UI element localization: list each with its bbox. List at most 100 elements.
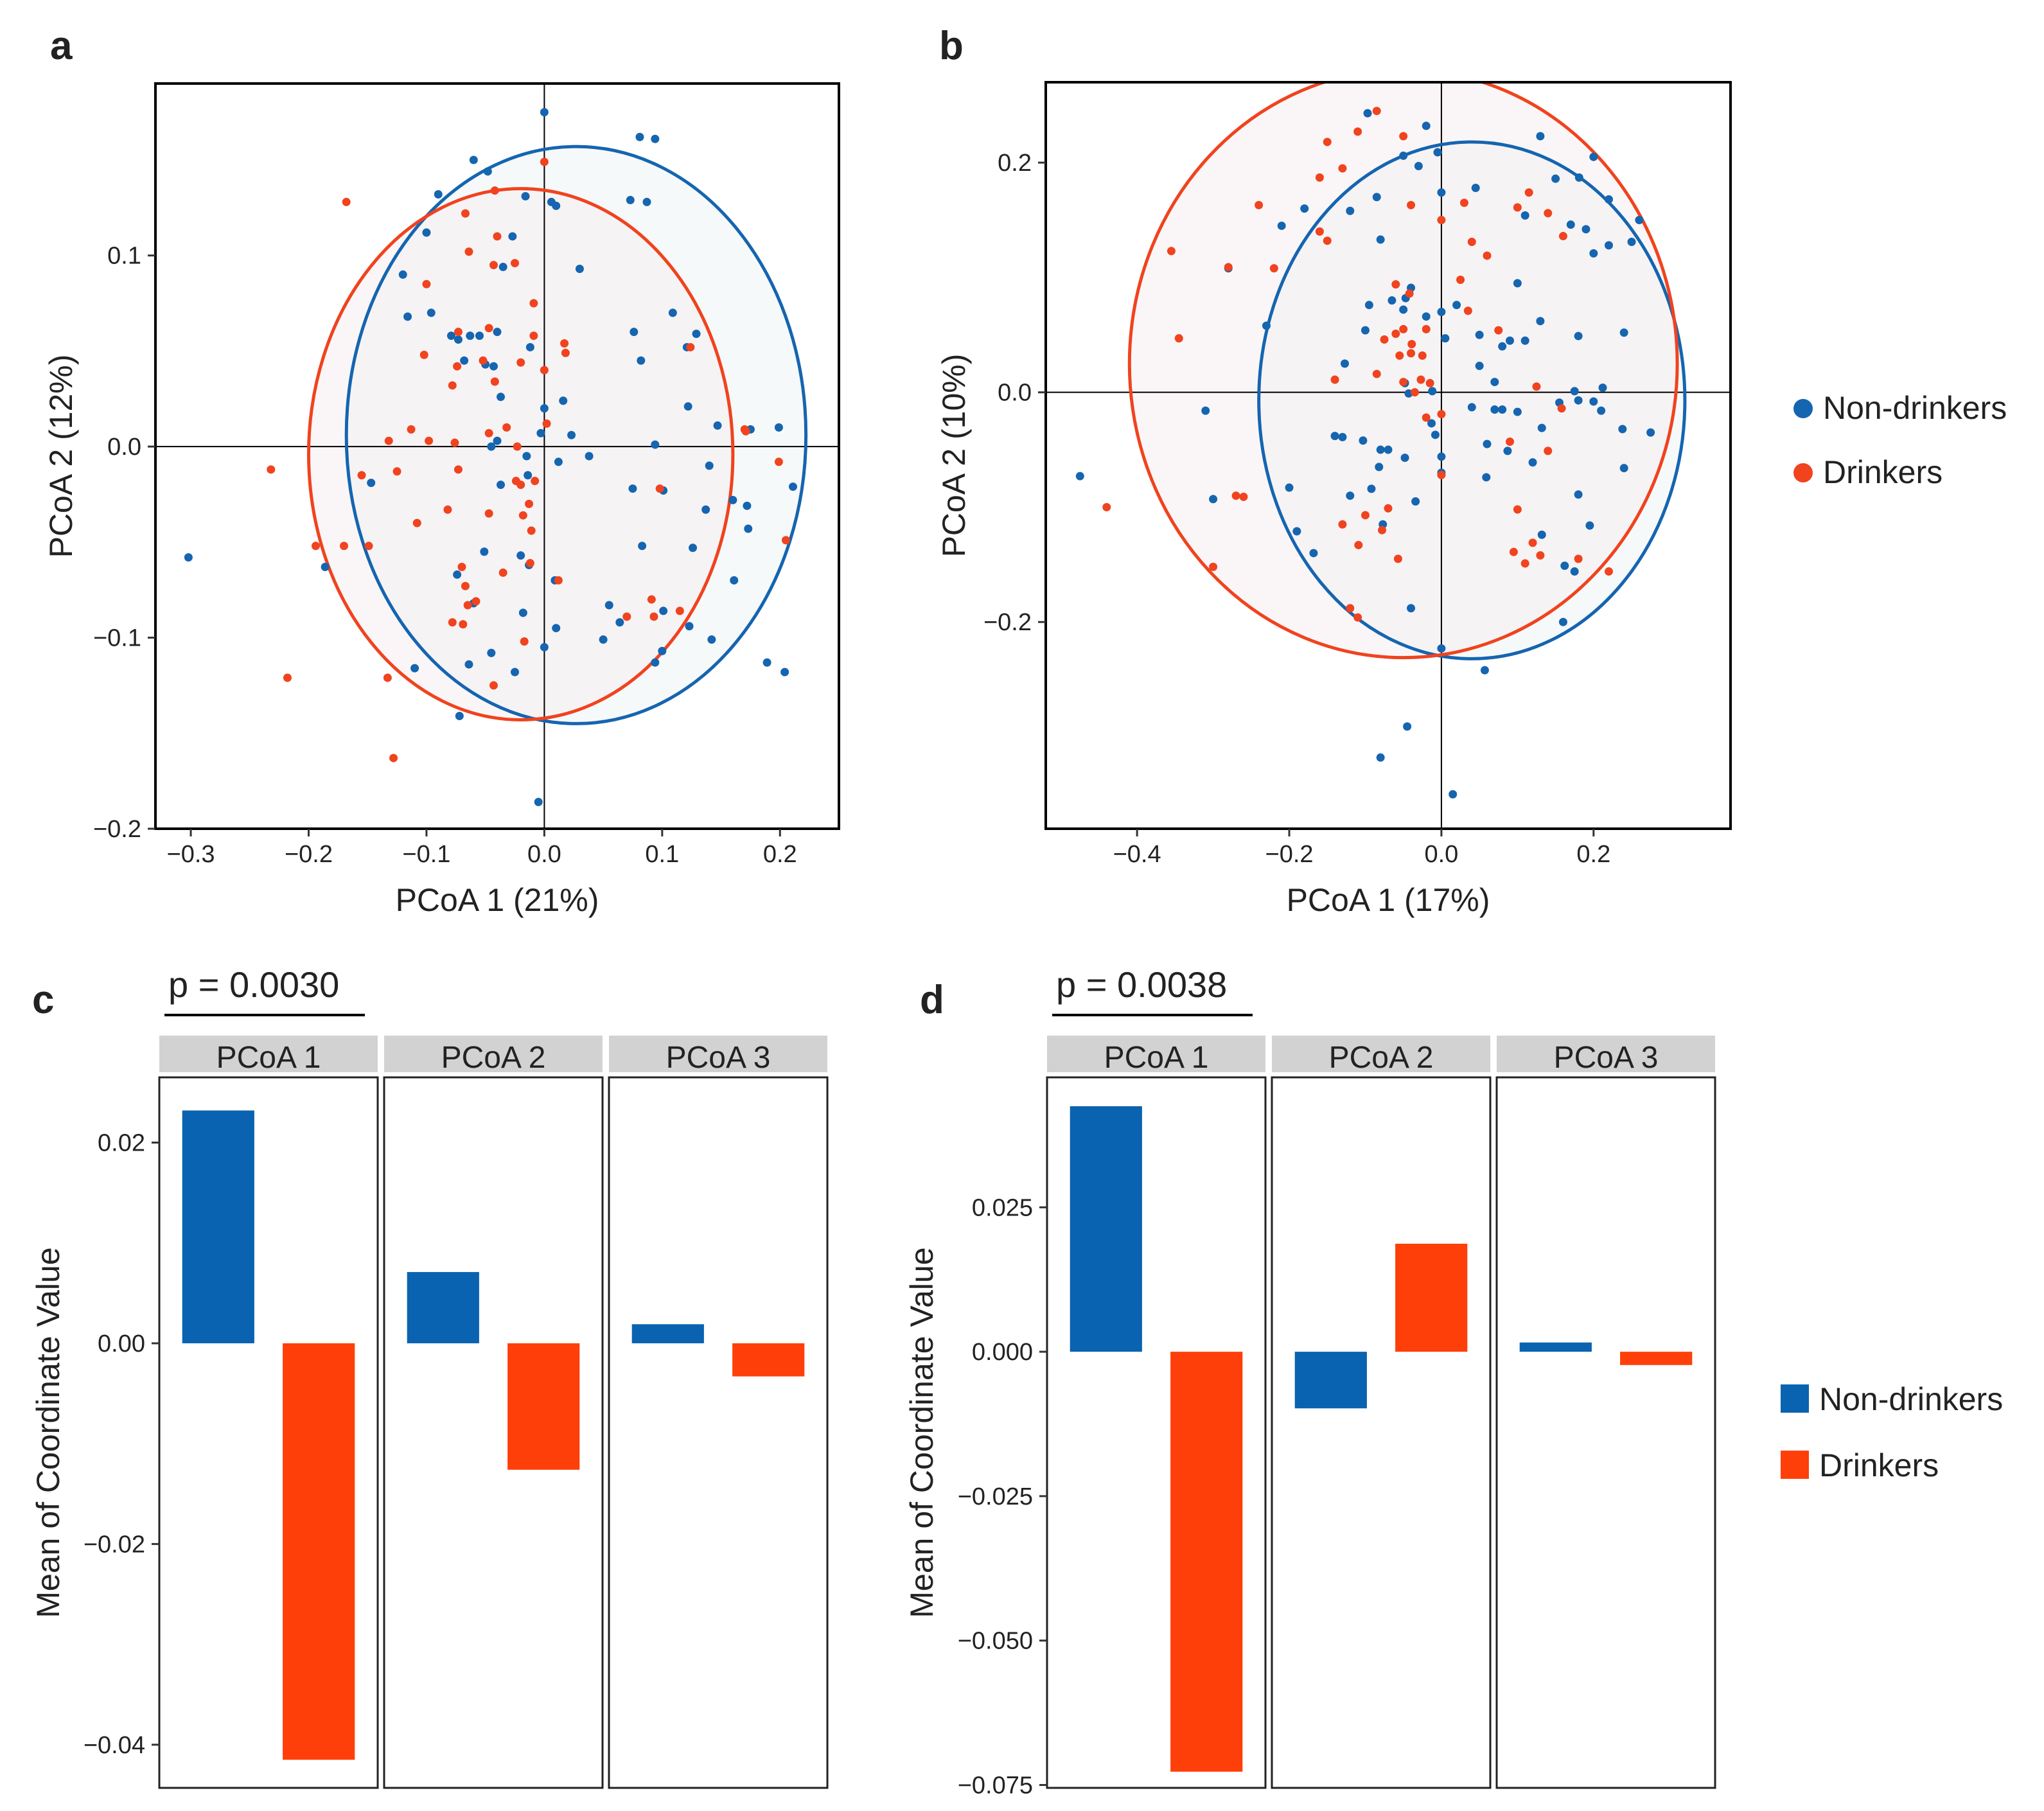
point-drinkers	[1410, 388, 1419, 397]
point-non-drinkers	[455, 712, 464, 721]
point-drinkers	[525, 559, 534, 568]
facet-panel-pcoa-3	[608, 1076, 829, 1789]
point-non-drinkers	[689, 543, 698, 552]
point-drinkers	[1437, 470, 1446, 479]
point-drinkers	[463, 601, 472, 610]
facet-strip-pcoa-3	[609, 1036, 827, 1072]
facet-strip-pcoa-1	[159, 1036, 378, 1072]
point-non-drinkers	[554, 457, 563, 466]
point-drinkers	[1437, 410, 1446, 419]
point-non-drinkers	[1441, 334, 1450, 343]
point-drinkers	[1174, 334, 1183, 343]
plot-border	[1044, 81, 1732, 830]
point-drinkers	[1102, 502, 1111, 511]
point-drinkers	[457, 563, 466, 572]
point-drinkers	[454, 465, 463, 474]
point-non-drinkers	[1498, 342, 1507, 351]
legend-label-drinkers: Drinkers	[1819, 1447, 1939, 1483]
point-drinkers	[511, 259, 520, 268]
point-drinkers	[1354, 540, 1363, 549]
point-non-drinkers	[685, 622, 694, 631]
point-drinkers	[461, 581, 470, 590]
panel-label-a: a	[50, 24, 73, 68]
point-drinkers	[340, 542, 349, 551]
point-non-drinkers	[1437, 644, 1446, 653]
point-non-drinkers	[728, 495, 737, 504]
point-drinkers	[1494, 326, 1503, 335]
point-non-drinkers	[422, 228, 431, 237]
scatter-legend: Non-drinkers Drinkers	[1793, 390, 2007, 490]
point-non-drinkers	[1551, 174, 1560, 183]
point-drinkers	[740, 425, 749, 434]
bar-non-drinkers-pcoa-1	[182, 1110, 254, 1343]
point-drinkers	[1506, 437, 1515, 446]
point-non-drinkers	[1403, 722, 1412, 731]
point-drinkers	[461, 209, 470, 218]
point-non-drinkers	[1536, 317, 1545, 326]
point-non-drinkers	[1330, 432, 1339, 441]
point-non-drinkers	[638, 542, 647, 551]
point-drinkers	[1346, 604, 1355, 613]
point-non-drinkers	[1427, 419, 1436, 428]
bar-non-drinkers-pcoa-3	[631, 1324, 704, 1343]
point-drinkers	[1372, 369, 1381, 378]
point-non-drinkers	[511, 667, 520, 676]
point-drinkers	[1353, 127, 1362, 136]
point-non-drinkers	[367, 479, 376, 488]
point-non-drinkers	[398, 270, 407, 279]
point-drinkers	[531, 477, 540, 486]
point-non-drinkers	[487, 648, 496, 657]
point-drinkers	[518, 511, 527, 520]
point-non-drinkers	[567, 430, 576, 439]
point-non-drinkers	[743, 501, 752, 510]
point-drinkers	[1255, 200, 1264, 209]
point-non-drinkers	[321, 563, 330, 572]
legend-marker-drinkers	[1793, 463, 1813, 482]
point-drinkers	[342, 197, 351, 206]
point-non-drinkers	[1400, 454, 1409, 463]
facet-label: PCoA 2	[441, 1041, 546, 1075]
point-drinkers	[1483, 251, 1492, 260]
point-non-drinkers	[427, 308, 436, 317]
point-non-drinkers	[701, 505, 710, 514]
point-drinkers	[1557, 404, 1566, 413]
point-non-drinkers	[1285, 483, 1294, 492]
point-drinkers	[781, 536, 790, 545]
point-non-drinkers	[575, 265, 584, 274]
point-non-drinkers	[1431, 430, 1440, 439]
point-non-drinkers	[1581, 225, 1590, 234]
point-non-drinkers	[1414, 162, 1423, 171]
point-drinkers	[1574, 554, 1583, 563]
point-non-drinkers	[762, 658, 771, 667]
point-non-drinkers	[1574, 396, 1583, 405]
panel-label-d: d	[920, 978, 944, 1022]
point-drinkers	[649, 612, 658, 621]
point-non-drinkers	[1376, 753, 1385, 762]
point-non-drinkers	[668, 308, 677, 317]
point-drinkers	[1399, 132, 1408, 141]
point-non-drinkers	[1359, 436, 1368, 445]
point-non-drinkers	[1513, 279, 1522, 288]
y-tick-label: 0.0	[998, 380, 1032, 407]
point-non-drinkers	[1346, 491, 1355, 500]
point-non-drinkers	[1388, 296, 1396, 305]
point-non-drinkers	[1433, 148, 1442, 157]
point-drinkers	[1338, 520, 1347, 529]
bar-non-drinkers-pcoa-1	[1070, 1106, 1142, 1352]
point-non-drinkers	[1411, 497, 1420, 506]
point-drinkers	[502, 423, 511, 432]
point-non-drinkers	[642, 197, 651, 206]
point-non-drinkers	[552, 624, 561, 633]
point-non-drinkers	[1503, 446, 1512, 455]
point-non-drinkers	[1598, 384, 1607, 393]
point-drinkers	[1467, 237, 1476, 246]
y-tick-label: 0.2	[998, 150, 1032, 177]
point-drinkers	[1407, 200, 1416, 209]
point-drinkers	[1391, 330, 1400, 339]
point-non-drinkers	[1482, 473, 1491, 482]
point-non-drinkers	[489, 362, 498, 371]
facet-label: PCoA 1	[1104, 1041, 1209, 1075]
point-non-drinkers	[651, 658, 660, 667]
point-non-drinkers	[1452, 301, 1461, 310]
